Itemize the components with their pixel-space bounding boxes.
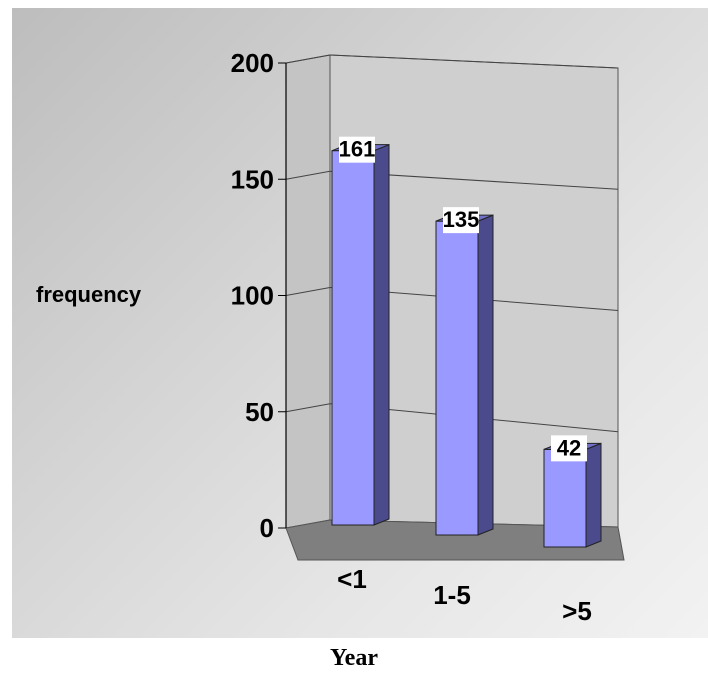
y-tick-label: 200 <box>231 48 274 78</box>
x-tick-label: 1-5 <box>433 580 471 610</box>
x-axis-title: Year <box>330 645 378 671</box>
x-tick-label: <1 <box>337 564 367 594</box>
gridline-side <box>285 170 331 180</box>
x-tick-label: >5 <box>562 596 592 626</box>
data-label-box <box>443 207 479 234</box>
y-tick-label: 50 <box>245 397 274 427</box>
bar <box>435 214 494 536</box>
y-axis-title: frequency <box>36 282 142 307</box>
bar-side <box>373 143 390 526</box>
y-tick-label: 0 <box>260 513 274 543</box>
bar-front <box>435 220 479 536</box>
bar <box>543 442 602 548</box>
data-labels: 161 135 42 <box>339 136 587 462</box>
y-tick-label: 150 <box>231 164 274 194</box>
bar-front <box>543 448 587 548</box>
data-label-box <box>339 136 375 163</box>
bar-side <box>585 442 602 548</box>
data-label-box <box>551 435 587 462</box>
chart-area: 0 50 100 150 200 161 135 42 <1 1-5 >5 <box>12 8 708 638</box>
gridline-side <box>285 287 331 296</box>
gridline-side <box>285 54 331 64</box>
y-tick-label: 100 <box>231 281 274 311</box>
data-label: 42 <box>557 435 581 460</box>
bar <box>331 143 390 526</box>
bar-side <box>477 214 494 536</box>
bar-front <box>331 150 375 526</box>
floor <box>285 519 625 561</box>
y-axis: 0 50 100 150 200 <box>231 48 287 543</box>
data-label: 135 <box>443 207 480 232</box>
x-axis-ticks: <1 1-5 >5 <box>337 564 592 626</box>
gridline-side <box>285 403 331 413</box>
bar-chart-svg: 0 50 100 150 200 161 135 42 <1 1-5 >5 <box>231 48 625 626</box>
gridline-back <box>329 54 619 69</box>
data-label: 161 <box>339 137 376 162</box>
